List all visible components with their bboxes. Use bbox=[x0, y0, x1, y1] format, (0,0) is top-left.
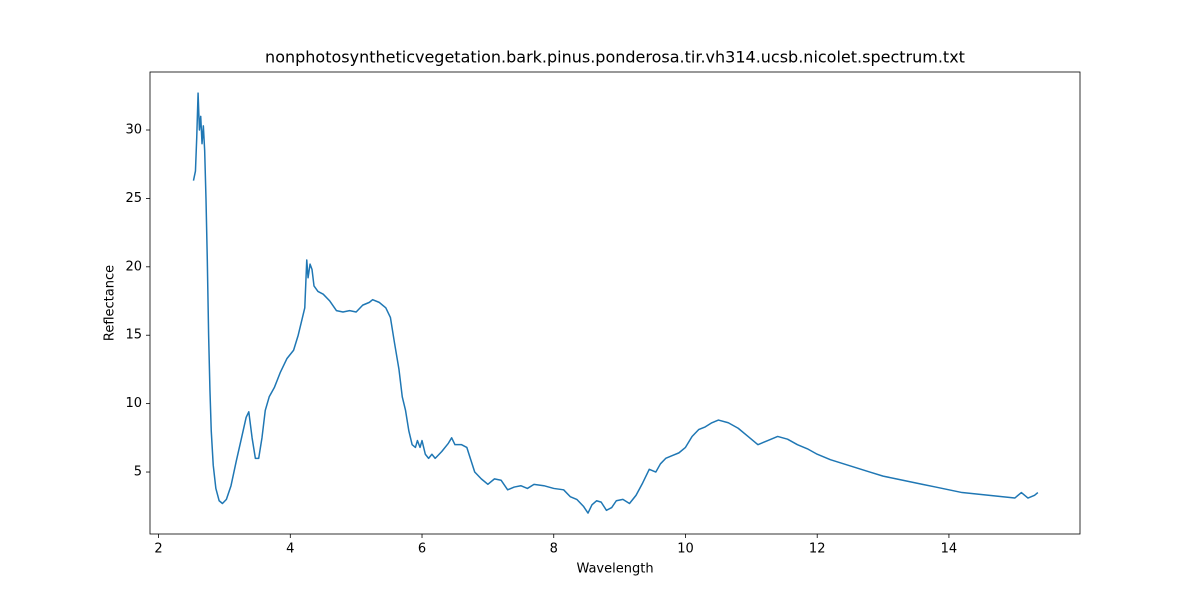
plot-frame bbox=[149, 71, 1081, 535]
spectrum-line bbox=[192, 92, 1039, 514]
x-tick-label: 12 bbox=[809, 542, 826, 557]
y-tick-label: 25 bbox=[125, 191, 142, 206]
chart-title: nonphotosyntheticvegetation.bark.pinus.p… bbox=[265, 48, 965, 67]
y-tick-label: 30 bbox=[125, 123, 142, 138]
x-tick-label: 8 bbox=[550, 542, 558, 557]
x-tick-label: 2 bbox=[154, 542, 162, 557]
y-tick-label: 5 bbox=[134, 465, 142, 480]
x-tick-label: 6 bbox=[418, 542, 426, 557]
x-tick-label: 14 bbox=[941, 542, 958, 557]
y-tick-label: 20 bbox=[125, 259, 142, 274]
y-axis-label: Reflectance bbox=[103, 265, 118, 341]
y-tick-label: 10 bbox=[125, 396, 142, 411]
x-axis-label: Wavelength bbox=[576, 562, 653, 577]
x-tick-label: 4 bbox=[286, 542, 294, 557]
y-tick-label: 15 bbox=[125, 328, 142, 343]
x-tick-label: 10 bbox=[677, 542, 694, 557]
